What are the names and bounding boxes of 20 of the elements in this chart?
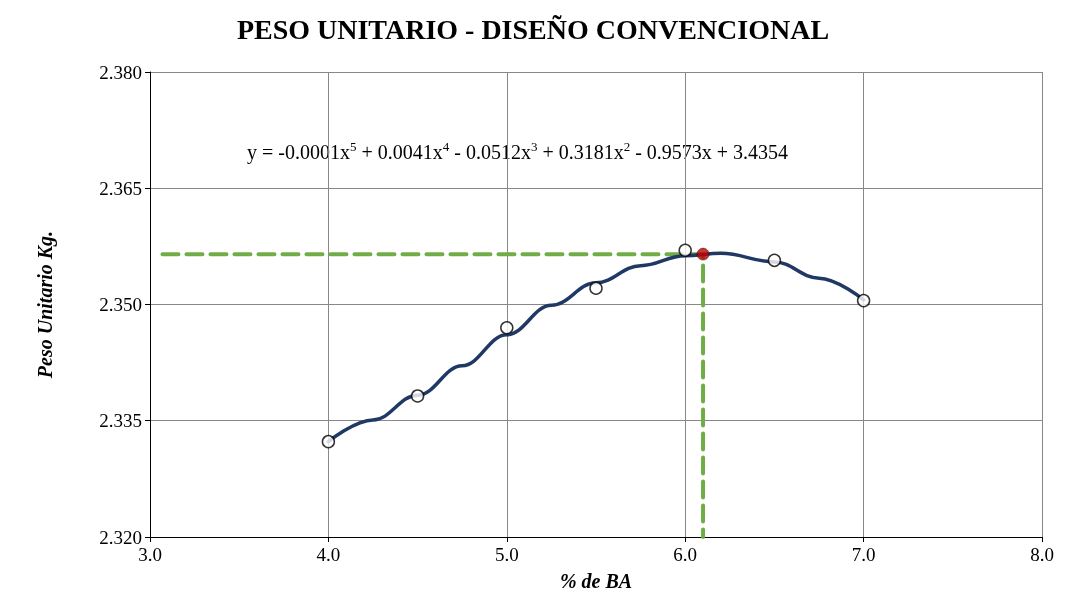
x-tick-label: 4.0 (316, 544, 341, 565)
chart-title: PESO UNITARIO - DISEÑO CONVENCIONAL (236, 13, 830, 45)
x-tick-label: 5.0 (494, 544, 519, 565)
x-axis-title: % de BA (559, 570, 633, 592)
point (767, 253, 782, 268)
point (500, 321, 514, 335)
point (678, 243, 692, 257)
x-tick-label: 7.0 (851, 544, 876, 565)
y-tick-label: 2.350 (99, 294, 142, 315)
y-tick-label: 2.380 (99, 61, 142, 83)
point (321, 434, 336, 449)
point (410, 389, 425, 403)
y-tick-label: 2.365 (99, 177, 142, 199)
point (696, 247, 710, 261)
point (856, 293, 871, 308)
y-axis-title: Peso Unitario Kg. (34, 230, 57, 380)
x-tick-label: 6.0 (673, 544, 698, 565)
point (589, 281, 603, 295)
x-tick-label: 8.0 (1030, 544, 1054, 565)
y-tick-label: 2.335 (99, 410, 142, 432)
